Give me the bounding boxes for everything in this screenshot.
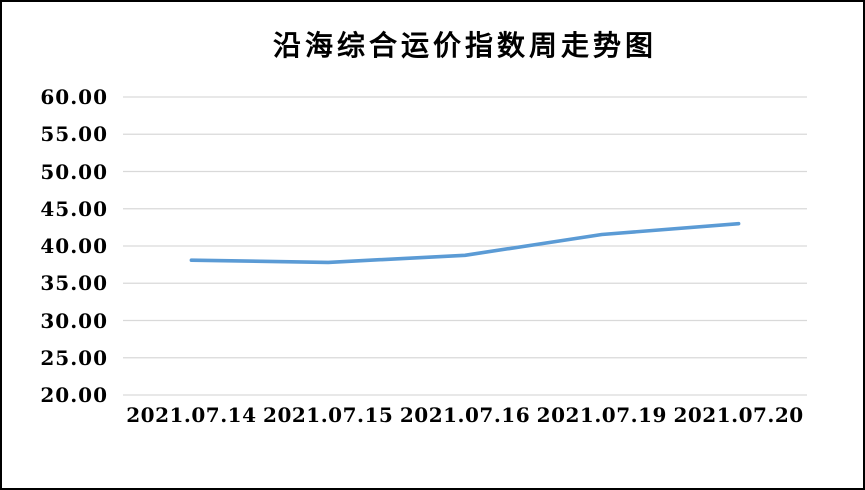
x-tick-label: 2021.07.15 bbox=[263, 403, 394, 427]
y-tick-label: 25.00 bbox=[40, 345, 108, 370]
y-tick-label: 30.00 bbox=[40, 308, 108, 333]
x-tick-label: 2021.07.16 bbox=[399, 403, 531, 427]
x-tick-label: 2021.07.19 bbox=[536, 403, 667, 427]
y-tick-label: 40.00 bbox=[40, 234, 108, 258]
data-line bbox=[189, 221, 741, 265]
y-tick-label: 50.00 bbox=[40, 159, 108, 184]
x-tick-label: 2021.07.14 bbox=[126, 403, 257, 427]
y-tick-label: 35.00 bbox=[40, 271, 108, 296]
y-tick-label: 45.00 bbox=[40, 196, 108, 221]
y-tick-label: 20.00 bbox=[40, 383, 108, 407]
y-tick-label: 55.00 bbox=[40, 122, 108, 147]
y-tick-label: 60.00 bbox=[40, 85, 108, 109]
x-tick-label: 2021.07.20 bbox=[673, 403, 804, 427]
chart-title: 沿海综合运价指数周走势图 bbox=[272, 29, 657, 62]
